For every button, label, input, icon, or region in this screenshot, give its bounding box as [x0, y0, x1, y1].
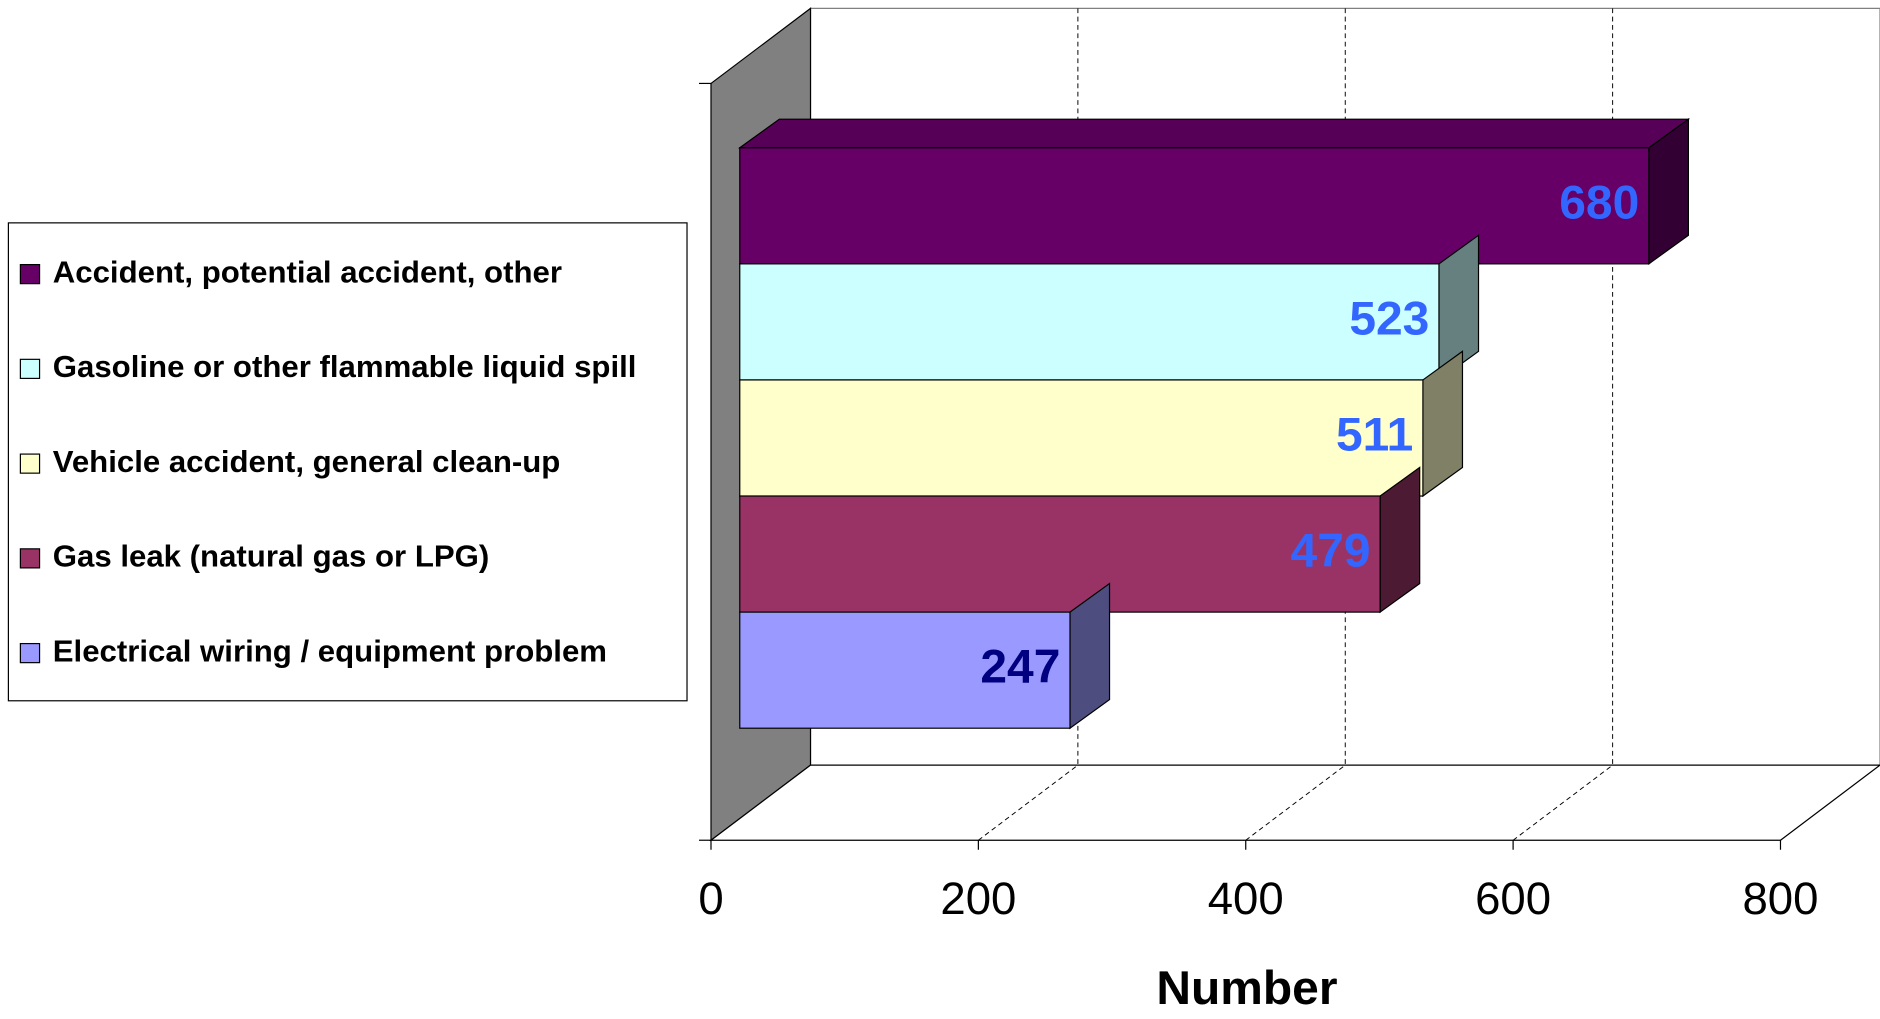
- legend-swatch: [19, 358, 41, 379]
- bar: [739, 611, 1071, 729]
- bar: [739, 147, 1650, 265]
- data-label: 680: [1559, 177, 1639, 230]
- bar-top: [737, 118, 1691, 149]
- data-label: 247: [980, 641, 1060, 694]
- grid-line: [978, 764, 1079, 841]
- bar: [739, 263, 1440, 381]
- x-tick-label: 400: [1208, 873, 1284, 924]
- data-label: 511: [1336, 409, 1413, 462]
- legend-label: Electrical wiring / equipment problem: [53, 633, 607, 668]
- legend-label: Accident, potential accident, other: [53, 254, 562, 289]
- data-label: 479: [1291, 525, 1371, 578]
- legend-label: Gas leak (natural gas or LPG): [53, 539, 490, 574]
- x-tick-label: 200: [940, 873, 1016, 924]
- legend-swatch: [19, 453, 41, 474]
- x-axis-label: Number: [1156, 962, 1337, 1015]
- legend-swatch: [19, 642, 41, 664]
- bar: [739, 379, 1424, 497]
- bar: [739, 495, 1381, 613]
- x-tick-label: 800: [1742, 873, 1818, 924]
- data-label: 523: [1349, 293, 1429, 346]
- legend-swatch: [19, 548, 41, 569]
- x-tick-label: 600: [1475, 873, 1551, 924]
- legend-swatch: [19, 263, 41, 285]
- grid-line: [1245, 764, 1346, 841]
- x-tick-label: 0: [698, 873, 723, 924]
- legend-label: Vehicle accident, general clean-up: [53, 444, 561, 479]
- grid-line: [1512, 764, 1613, 841]
- legend: [7, 222, 688, 702]
- legend-label: Gasoline or other flammable liquid spill: [53, 349, 637, 384]
